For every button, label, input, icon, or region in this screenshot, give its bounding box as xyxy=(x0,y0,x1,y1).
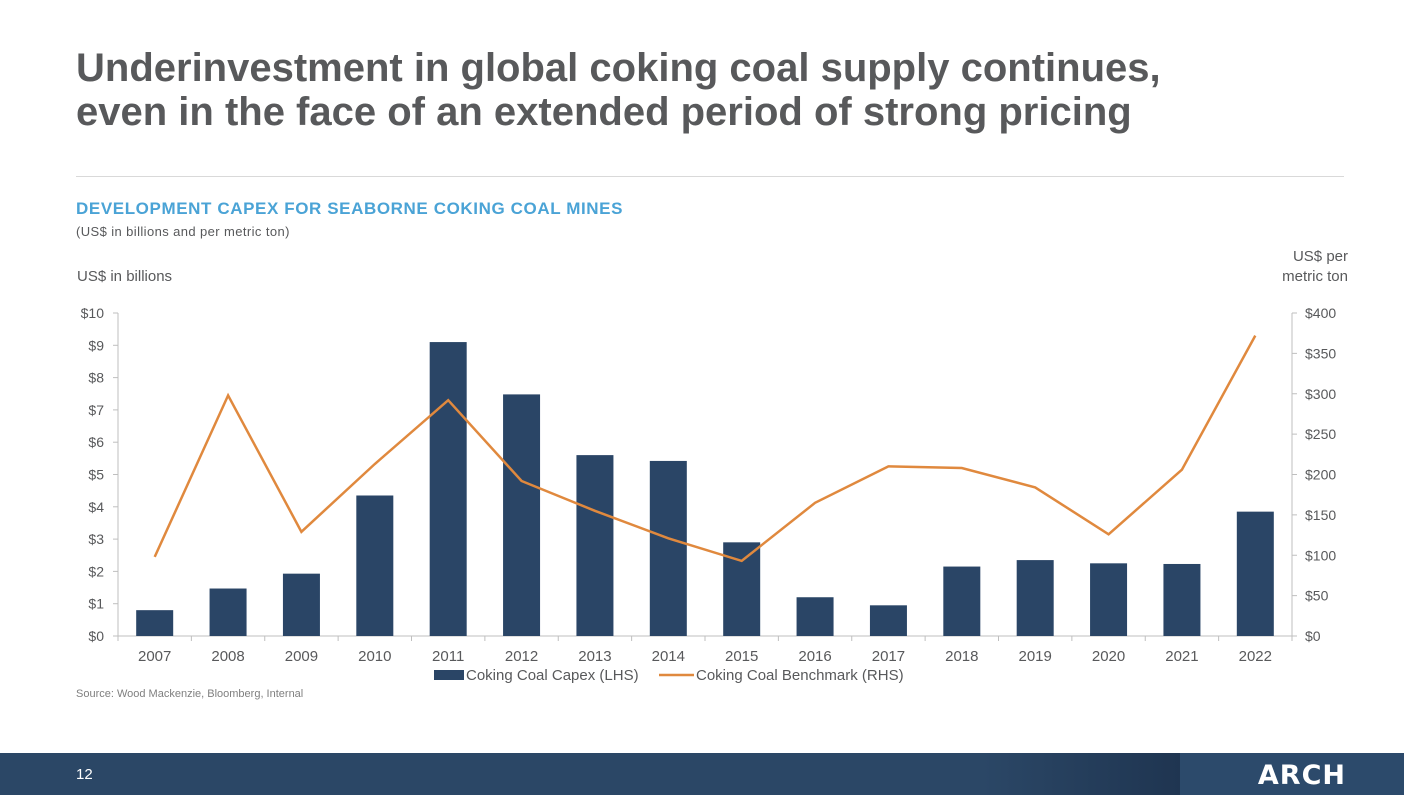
right-axis-tick-label: $50 xyxy=(1305,588,1329,604)
capex-bar xyxy=(429,342,467,636)
capex-bar xyxy=(282,573,320,636)
capex-bar xyxy=(869,605,907,636)
capex-bar xyxy=(649,460,687,636)
left-axis-title: US$ in billions xyxy=(77,268,172,285)
x-axis-tick-label: 2017 xyxy=(872,648,905,665)
capex-bar xyxy=(576,455,614,636)
legend-label-benchmark: Coking Coal Benchmark (RHS) xyxy=(696,667,904,684)
x-axis-tick-label: 2007 xyxy=(138,648,171,665)
right-axis-tick-label: $300 xyxy=(1305,386,1336,402)
left-axis-tick-label: $5 xyxy=(88,467,104,483)
x-axis-tick-label: 2010 xyxy=(358,648,391,665)
footer-bar: 12 ARCH xyxy=(0,753,1404,795)
right-axis-tick-label: $400 xyxy=(1305,305,1336,321)
slide-title: Underinvestment in global coking coal su… xyxy=(76,46,1336,134)
capex-bar xyxy=(1236,511,1274,636)
left-axis-tick-label: $3 xyxy=(88,531,104,547)
right-axis-title-line-2: metric ton xyxy=(1282,268,1348,285)
left-axis-tick-label: $1 xyxy=(88,596,104,612)
x-axis-tick-label: 2011 xyxy=(432,648,464,665)
capex-benchmark-chart: US$ in billions US$ per metric ton $0 $1 $2 $3… xyxy=(77,248,1348,684)
capex-bar xyxy=(209,588,247,636)
capex-bar xyxy=(943,566,981,636)
arch-logo: ARCH xyxy=(1257,760,1346,791)
capex-bar xyxy=(356,495,394,636)
x-axis-tick-label: 2014 xyxy=(652,648,685,665)
chart-subheading: (US$ in billions and per metric ton) xyxy=(76,224,290,239)
left-axis-tick-label: $4 xyxy=(88,499,104,515)
slide-title-line-1: Underinvestment in global coking coal su… xyxy=(76,46,1161,90)
x-axis-tick-label: 2013 xyxy=(578,648,611,665)
left-axis-tick-label: $0 xyxy=(88,628,104,644)
legend-label-capex: Coking Coal Capex (LHS) xyxy=(466,667,639,684)
x-axis-tick-label: 2019 xyxy=(1019,648,1052,665)
left-axis-tick-label: $7 xyxy=(88,402,104,418)
x-axis-tick-label: 2015 xyxy=(725,648,758,665)
x-axis-tick-label: 2021 xyxy=(1165,648,1198,665)
x-axis-tick-label: 2009 xyxy=(285,648,318,665)
legend-swatch-capex xyxy=(434,670,464,680)
title-divider xyxy=(76,176,1344,177)
left-axis-tick-label: $10 xyxy=(81,305,105,321)
capex-bar xyxy=(796,597,834,636)
slide-title-line-2: even in the face of an extended period o… xyxy=(76,90,1132,134)
source-note: Source: Wood Mackenzie, Bloomberg, Inter… xyxy=(76,688,304,700)
x-axis-tick-label: 2016 xyxy=(798,648,831,665)
benchmark-line xyxy=(153,334,1257,563)
right-axis-tick-label: $350 xyxy=(1305,345,1336,361)
capex-bar xyxy=(503,394,541,636)
chart-heading: DEVELOPMENT CAPEX FOR SEABORNE COKING CO… xyxy=(76,199,624,218)
right-axis-tick-label: $100 xyxy=(1305,547,1336,563)
footer-brand-block xyxy=(1180,753,1404,795)
capex-bar xyxy=(1090,563,1128,636)
x-axis-tick-label: 2020 xyxy=(1092,648,1125,665)
capex-bar xyxy=(136,610,174,636)
x-axis-tick-label: 2012 xyxy=(505,648,538,665)
right-axis-tick-label: $0 xyxy=(1305,628,1321,644)
left-axis-tick-label: $8 xyxy=(88,370,104,386)
right-axis-tick-label: $200 xyxy=(1305,467,1336,483)
right-axis-tick-label: $250 xyxy=(1305,426,1336,442)
left-axis-tick-label: $6 xyxy=(88,434,104,450)
right-axis-tick-label: $150 xyxy=(1305,507,1336,523)
x-axis-tick-label: 2022 xyxy=(1239,648,1272,665)
x-axis-tick-label: 2018 xyxy=(945,648,978,665)
capex-bar xyxy=(1016,560,1054,636)
capex-bar xyxy=(1163,563,1201,636)
left-axis-tick-label: $9 xyxy=(88,337,104,353)
right-axis-title-line-1: US$ per xyxy=(1293,248,1348,265)
x-axis-tick-label: 2008 xyxy=(211,648,244,665)
left-axis-tick-label: $2 xyxy=(88,563,104,579)
page-number: 12 xyxy=(76,766,93,783)
